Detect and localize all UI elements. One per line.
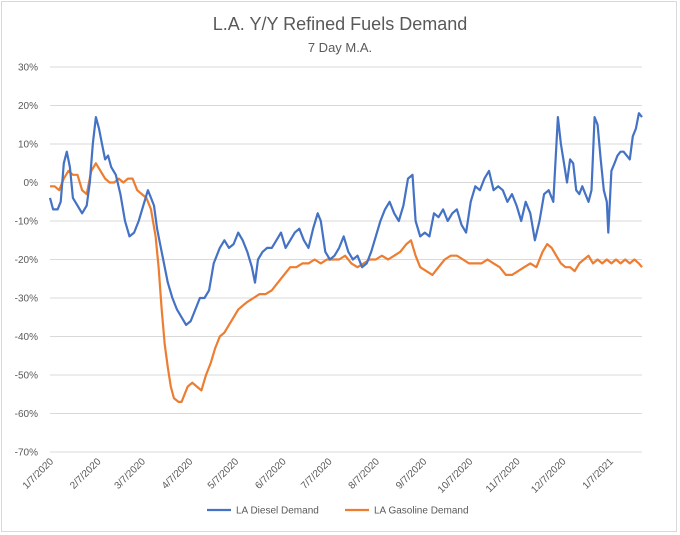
y-tick-label: -70% — [15, 448, 38, 459]
x-tick-label: 8/7/2020 — [347, 456, 383, 492]
x-tick-label: 11/7/2020 — [484, 456, 523, 495]
x-axis-ticks: 1/7/2020 2/7/2020 3/7/2020 4/7/2020 5/7/2020… — [21, 456, 616, 496]
legend: LA Diesel Demand LA Gasoline Demand — [207, 506, 469, 517]
y-tick-label: 30% — [18, 63, 38, 74]
x-tick-label: 1/7/2021 — [581, 456, 617, 492]
x-tick-label: 9/7/2020 — [394, 456, 430, 492]
y-tick-label: -40% — [15, 332, 38, 343]
x-tick-label: 1/7/2020 — [21, 456, 57, 492]
legend-label: LA Diesel Demand — [236, 506, 319, 517]
series-line-gasoline — [50, 162, 643, 403]
gridlines — [50, 66, 642, 453]
series-line-diesel — [48, 112, 643, 326]
x-tick-label: 3/7/2020 — [113, 456, 149, 492]
x-tick-label: 5/7/2020 — [206, 456, 242, 492]
x-tick-label: 12/7/2020 — [529, 456, 569, 496]
series-lines — [48, 112, 643, 403]
y-tick-label: 0% — [24, 178, 39, 189]
x-tick-label: 7/7/2020 — [299, 456, 335, 492]
legend-label: LA Gasoline Demand — [374, 506, 469, 517]
y-tick-label: -10% — [15, 217, 38, 228]
y-tick-label: -20% — [15, 255, 38, 266]
y-tick-label: -30% — [15, 294, 38, 305]
x-tick-label: 2/7/2020 — [68, 456, 104, 492]
y-tick-label: -50% — [15, 371, 38, 382]
y-tick-label: -60% — [15, 409, 38, 420]
chart-title: L.A. Y/Y Refined Fuels Demand — [212, 14, 468, 34]
x-tick-label: 10/7/2020 — [436, 456, 476, 496]
y-tick-label: 10% — [18, 140, 38, 151]
chart-subtitle: 7 Day M.A. — [307, 40, 373, 55]
x-tick-label: 6/7/2020 — [253, 456, 289, 492]
y-axis-ticks: 30% 20% 10% 0% -10% -20% -30% -40% -50% -60% -70% — [15, 63, 38, 459]
y-tick-label: 20% — [18, 101, 38, 112]
x-tick-label: 4/7/2020 — [160, 456, 196, 492]
